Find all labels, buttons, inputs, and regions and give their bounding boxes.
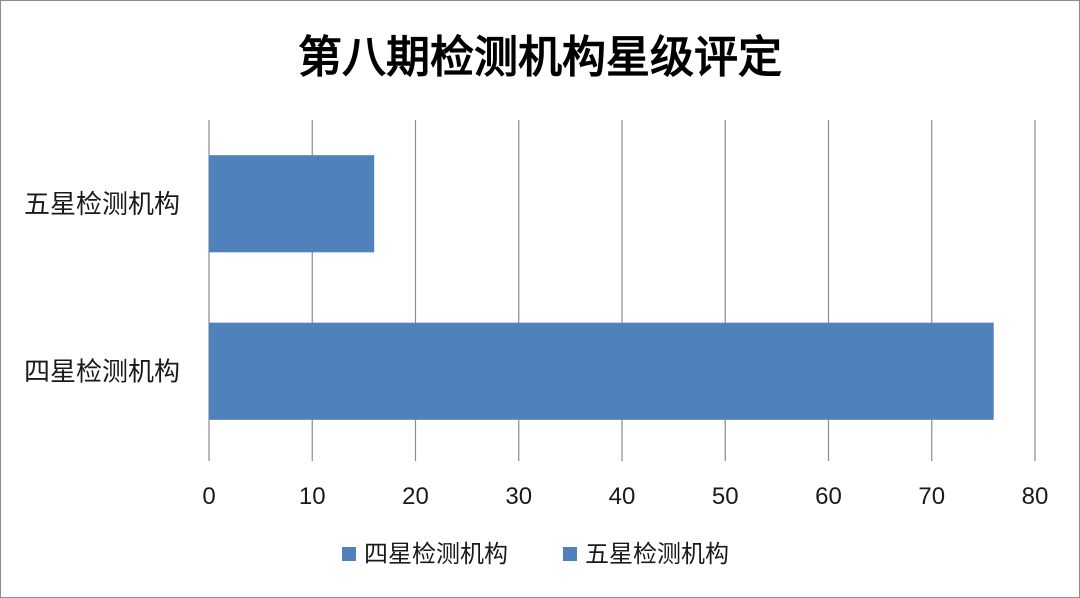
x-tick-label: 70 <box>918 483 945 510</box>
x-tick-label: 30 <box>505 483 532 510</box>
category-label: 五星检测机构 <box>24 190 180 220</box>
bar-0 <box>209 322 994 420</box>
legend-label: 四星检测机构 <box>364 540 508 568</box>
x-tick-label: 40 <box>609 483 636 510</box>
legend-swatch <box>342 547 356 561</box>
x-tick-label: 0 <box>202 483 215 510</box>
bars <box>209 155 994 420</box>
x-tick-label: 80 <box>1022 483 1049 510</box>
x-tick-label: 10 <box>299 483 326 510</box>
legend-label: 五星检测机构 <box>585 540 729 568</box>
x-tick-label: 50 <box>712 483 739 510</box>
x-tick-label: 20 <box>402 483 429 510</box>
legend: 四星检测机构 五星检测机构 <box>342 540 729 568</box>
bar-1 <box>209 155 375 253</box>
x-tick-label: 60 <box>815 483 842 510</box>
chart-title: 第八期检测机构星级评定 <box>298 32 782 83</box>
x-tick-labels: 0 10 20 30 40 50 60 70 80 <box>202 483 1048 510</box>
legend-swatch <box>563 547 577 561</box>
category-label: 四星检测机构 <box>24 357 180 387</box>
